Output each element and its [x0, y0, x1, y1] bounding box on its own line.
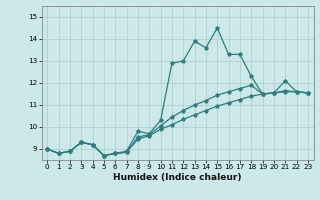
X-axis label: Humidex (Indice chaleur): Humidex (Indice chaleur) [113, 173, 242, 182]
